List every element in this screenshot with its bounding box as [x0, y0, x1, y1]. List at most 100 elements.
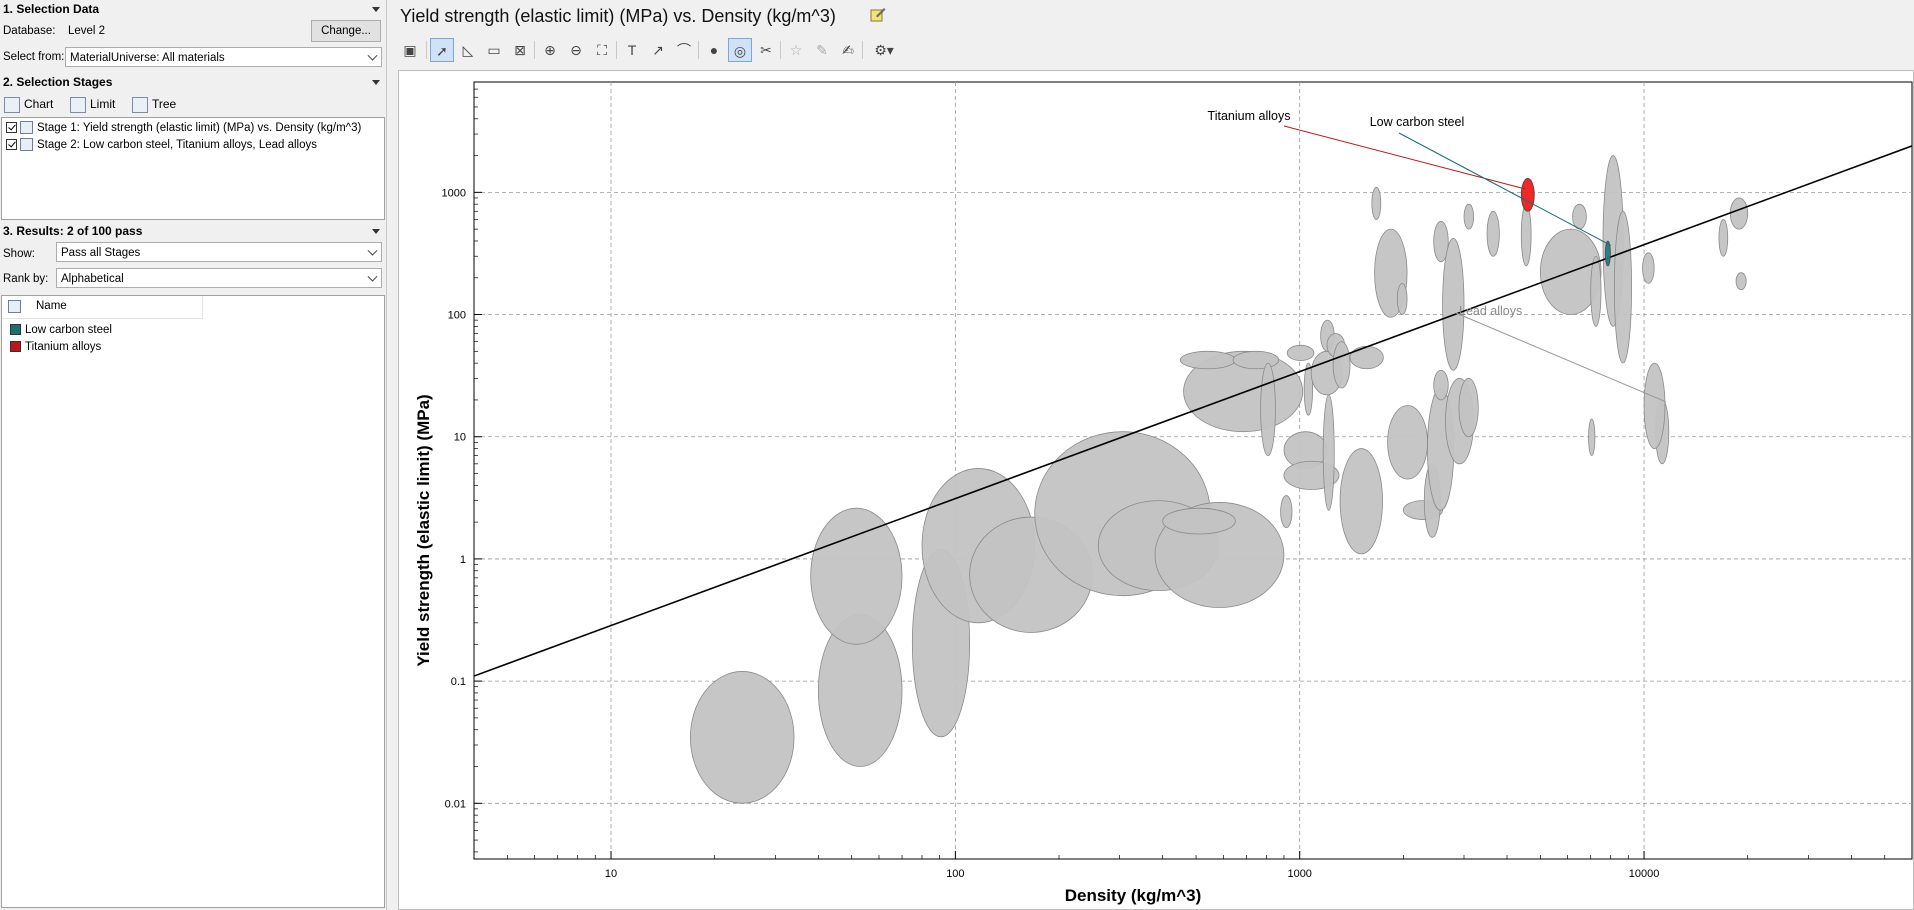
material-bubble[interactable] [1590, 255, 1602, 327]
zoom-fit-icon[interactable]: ⛶ [597, 42, 607, 58]
material-bubble[interactable] [1280, 495, 1293, 529]
x-tick-label: 10 [605, 868, 617, 880]
material-bubble[interactable] [1179, 350, 1236, 370]
selection-stages-header[interactable]: 2. Selection Stages [0, 73, 386, 91]
material-bubble[interactable] [1322, 394, 1335, 511]
low-carbon-steel-bubble[interactable] [1604, 240, 1611, 267]
show-value: Pass all Stages [61, 247, 141, 259]
material-bubble[interactable] [1396, 282, 1408, 315]
material-bubble[interactable] [1458, 378, 1479, 438]
material-bubble[interactable] [1572, 203, 1587, 230]
tree-stage-button[interactable]: Tree [132, 94, 176, 114]
database-value: Level 2 [68, 25, 106, 37]
material-bubble[interactable] [1433, 220, 1449, 263]
material-bubble[interactable] [1433, 369, 1449, 401]
results-header[interactable]: 3. Results: 2 of 100 pass [0, 222, 386, 240]
titanium-alloys-swatch-icon [10, 341, 21, 353]
curve-annotation-icon[interactable]: ⌒ [677, 42, 691, 58]
result-name: Low carbon steel [25, 324, 112, 336]
material-bubble[interactable] [1486, 210, 1500, 257]
material-bubble[interactable] [1349, 345, 1384, 370]
rank-by-value: Alphabetical [61, 273, 124, 285]
titanium-alloys-label: Titanium alloys [1208, 109, 1291, 123]
eraser-icon[interactable]: ✎ [816, 42, 828, 58]
chart-properties-icon[interactable]: ▣ [403, 42, 417, 58]
select-from-label: Select from: [3, 51, 65, 63]
x-tick-label: 1000 [1287, 868, 1311, 880]
tools-dropdown-icon[interactable]: ⚙▾ [874, 42, 894, 58]
show-label: Show: [3, 248, 35, 260]
clear-selection-icon[interactable]: ⊠ [514, 42, 526, 58]
x-tick-label: 10000 [1629, 868, 1660, 880]
x-tick-label: 100 [946, 868, 964, 880]
favorite-icon[interactable]: ☆ [789, 42, 803, 58]
material-bubble[interactable] [1735, 272, 1747, 290]
left-panel: 1. Selection Data Database: Level 2 Chan… [0, 0, 387, 910]
stage-item[interactable]: Stage 2: Low carbon steel, Titanium allo… [6, 137, 317, 153]
stages-list: Stage 1: Yield strength (elastic limit) … [1, 117, 385, 220]
material-bubble[interactable] [1286, 344, 1315, 361]
chart-icon [4, 96, 20, 113]
low-carbon-leader-line [1398, 132, 1612, 246]
collapse-arrow-icon[interactable] [372, 80, 380, 85]
change-database-button[interactable]: Change... [311, 20, 381, 42]
material-bubble[interactable] [1642, 252, 1655, 284]
box-selection-icon[interactable]: ▭ [487, 42, 501, 58]
material-bubble[interactable] [810, 507, 903, 645]
rank-by-dropdown[interactable]: Alphabetical [56, 268, 382, 288]
material-bubble[interactable] [1162, 507, 1236, 535]
material-bubble[interactable] [1718, 219, 1729, 257]
lead-alloys-bubble[interactable] [1643, 362, 1666, 449]
chart-plot[interactable]: 10 100 1000 10000 0.01 0.1 1 10 100 1000 Density (… [399, 71, 1913, 909]
envelope-overlay-icon[interactable]: ◎ [728, 38, 752, 62]
material-bubble[interactable] [1303, 362, 1313, 416]
selection-line[interactable] [474, 145, 1912, 677]
material-bubble[interactable] [1463, 203, 1475, 230]
material-bubble[interactable] [1387, 405, 1428, 480]
material-bubble[interactable] [689, 671, 795, 804]
material-bubble[interactable] [1339, 448, 1383, 555]
chevron-down-icon [367, 245, 378, 256]
chart-area: Yield strength (elastic limit) (MPa) vs.… [392, 0, 1914, 910]
material-bubble[interactable] [1332, 341, 1351, 389]
edit-labels-icon[interactable]: ✍ [842, 42, 854, 58]
stage-checkbox[interactable] [6, 139, 17, 151]
material-bubble[interactable] [1613, 210, 1632, 364]
collapse-arrow-icon[interactable] [372, 7, 380, 12]
collapse-arrow-icon[interactable] [372, 229, 380, 234]
material-bubble[interactable] [1729, 197, 1749, 230]
show-dropdown[interactable]: Pass all Stages [56, 242, 382, 262]
stage-item[interactable]: Stage 1: Yield strength (elastic limit) … [6, 120, 361, 136]
material-bubble[interactable] [1442, 237, 1465, 371]
selection-data-header[interactable]: 1. Selection Data [0, 0, 386, 18]
tree-icon [132, 96, 148, 113]
material-bubble[interactable] [1520, 203, 1532, 267]
name-column-header[interactable]: Name [2, 296, 203, 319]
edit-title-icon[interactable] [870, 6, 886, 22]
results-title: 3. Results: 2 of 100 pass [3, 224, 143, 238]
selection-data-title: 1. Selection Data [3, 2, 100, 16]
arrow-annotation-icon[interactable]: ↗ [652, 42, 664, 58]
material-bubble[interactable] [1371, 186, 1382, 220]
stage-label: Stage 2: Low carbon steel, Titanium allo… [37, 139, 317, 151]
material-bubble[interactable] [1260, 362, 1276, 457]
y-tick-label: 10 [454, 432, 466, 444]
zoom-in-icon[interactable]: ⊕ [544, 42, 556, 58]
hide-failed-icon[interactable]: ✂ [760, 42, 772, 58]
list-item[interactable]: Low carbon steel [10, 322, 112, 338]
select-from-dropdown[interactable]: MaterialUniverse: All materials [65, 47, 382, 67]
color-bubbles-icon[interactable]: ● [709, 42, 719, 58]
line-selection-icon[interactable]: ◺ [462, 42, 474, 58]
limit-stage-button[interactable]: Limit [70, 94, 115, 114]
titanium-alloys-bubble[interactable] [1520, 178, 1535, 212]
zoom-out-icon[interactable]: ⊖ [570, 42, 582, 58]
material-bubble[interactable] [1588, 418, 1596, 457]
select-pointer-icon[interactable]: ➚ [430, 38, 454, 62]
stage-checkbox[interactable] [6, 122, 17, 134]
list-item[interactable]: Titanium alloys [10, 339, 101, 355]
text-annotation-icon[interactable]: T [627, 42, 637, 58]
columns-icon [8, 300, 21, 313]
material-bubble[interactable] [1232, 350, 1280, 370]
lead-alloys-label: Lead alloys [1459, 304, 1522, 318]
chart-stage-button[interactable]: Chart [4, 94, 53, 114]
